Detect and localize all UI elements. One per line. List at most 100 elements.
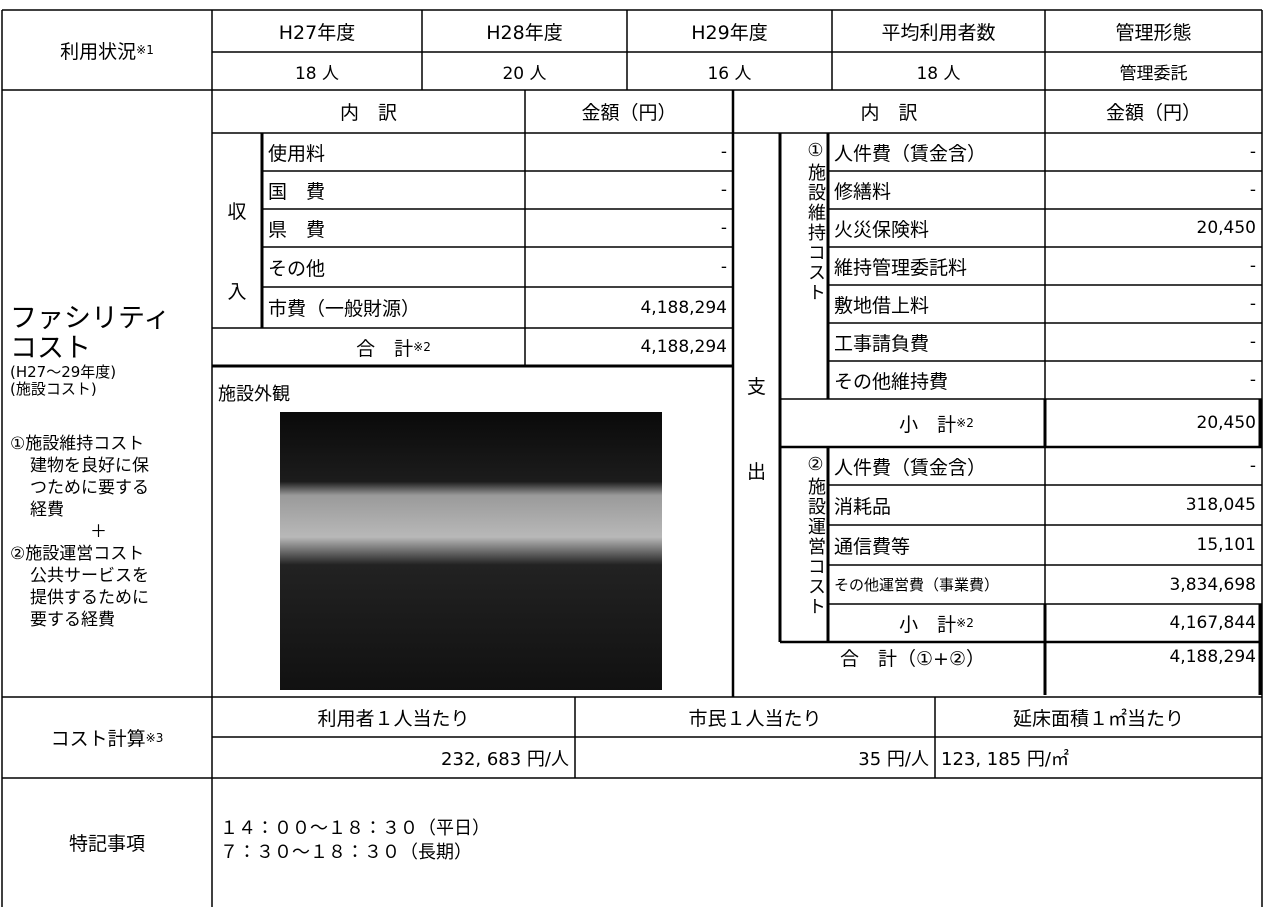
text: ①施設維持コスト: [10, 433, 145, 454]
text: 金額（円）: [1105, 102, 1201, 124]
text: -: [1249, 332, 1256, 352]
text: 小 計: [899, 413, 957, 436]
text: 内 訳: [339, 102, 397, 124]
text: その他維持費: [834, 370, 949, 393]
item: 通信費等: [828, 525, 1045, 565]
group-label: 入: [212, 270, 262, 310]
text: 18 人: [294, 63, 340, 84]
column-header: 市民１人当たり: [575, 697, 935, 737]
column-header: 管理形態: [1045, 10, 1262, 52]
amount: -: [1045, 247, 1262, 285]
column-header: 金額（円）: [1045, 90, 1262, 133]
text: 消耗品: [834, 495, 892, 518]
item: 敷地借上料: [828, 285, 1045, 323]
column-header: 金額（円）: [525, 90, 733, 133]
text: 工事請負費: [834, 332, 930, 355]
text: 内 訳: [860, 102, 918, 124]
note-mark: ※1: [136, 43, 154, 57]
subtotal-label: 小 計 ※2: [828, 604, 1045, 642]
text: 国 費: [268, 180, 326, 203]
usage-value: 18 人: [212, 52, 422, 90]
text: H27年度: [278, 21, 356, 44]
group-label: ②施設運営コスト: [780, 450, 828, 642]
text: 使用料: [268, 142, 326, 165]
text: 入: [227, 280, 247, 303]
text: つために要する: [30, 477, 149, 498]
row-label: 利用状況 ※1: [2, 10, 212, 90]
note-mark: ※2: [956, 416, 974, 430]
text: その他運営費（事業費）: [834, 576, 1000, 594]
item: その他維持費: [828, 361, 1045, 399]
total-amount: 4,188,294: [1045, 642, 1262, 672]
text: -: [1249, 256, 1256, 276]
item: 火災保険料: [828, 209, 1045, 247]
text: 通信費等: [834, 535, 911, 558]
text: 232, 683 円/人: [441, 748, 569, 770]
text: 20,450: [1196, 218, 1256, 238]
amount: -: [1045, 171, 1262, 209]
group-label: 支: [733, 365, 780, 405]
text: (H27～29年度): [10, 363, 117, 381]
item: 県 費: [262, 209, 525, 247]
text: 市費（一般財源）: [268, 298, 421, 320]
text: H29年度: [691, 21, 768, 44]
text: 市民１人当たり: [688, 707, 822, 730]
text: H28年度: [486, 21, 563, 44]
amount: -: [1045, 361, 1262, 399]
amount: -: [525, 209, 733, 247]
text: -: [1249, 456, 1256, 476]
cost-value: 123, 185 円/㎡: [935, 737, 1262, 778]
amount: 318,045: [1045, 485, 1262, 525]
text: 18 人: [916, 63, 961, 84]
usage-value: 管理委託: [1045, 52, 1262, 90]
text: ファシリティ: [10, 302, 171, 334]
item: 使用料: [262, 133, 525, 171]
group-label: ①施設維持コスト: [780, 136, 828, 399]
note-mark: ※2: [413, 340, 431, 354]
subtotal-label: 小 計 ※2: [828, 399, 1045, 447]
column-header: 利用者１人当たり: [212, 697, 575, 737]
text: 合 計（①+②）: [840, 647, 985, 670]
amount: 20,450: [1045, 209, 1262, 247]
note-line: １４：００～１８：３０（平日）: [214, 815, 1000, 839]
column-header: 延床面積１㎡当たり: [935, 697, 1262, 737]
text: ＋: [90, 521, 107, 542]
column-header: H27年度: [212, 10, 422, 52]
text: 利用者１人当たり: [317, 707, 470, 730]
item: 工事請負費: [828, 323, 1045, 361]
item: その他: [262, 247, 525, 287]
cost-value: 232, 683 円/人: [212, 737, 575, 778]
text: 3,834,698: [1169, 574, 1256, 595]
text: 火災保険料: [834, 218, 930, 241]
explanation-line: 要する経費: [24, 606, 212, 630]
note-line: ７：３０～１８：３０（長期）: [214, 839, 1000, 863]
item: 人件費（賃金含）: [828, 133, 1045, 171]
group-label: 収: [212, 190, 262, 230]
group-label: 出: [733, 450, 780, 490]
text: 施設外観: [218, 383, 290, 405]
total-label: 合 計 ※2: [262, 328, 525, 366]
amount: -: [1045, 133, 1262, 171]
explanation-line: 提供するために: [24, 584, 212, 608]
text: 15,101: [1196, 535, 1256, 555]
amount: 15,101: [1045, 525, 1262, 565]
text: 人件費（賃金含）: [834, 142, 987, 165]
explanation-line: 経費: [24, 496, 212, 520]
text: 修繕料: [834, 180, 892, 203]
section-title: コスト: [4, 330, 212, 364]
amount: -: [1045, 285, 1262, 323]
text: 4,188,294: [1169, 647, 1256, 667]
cost-value: 35 円/人: [575, 737, 935, 778]
amount: 3,834,698: [1045, 565, 1262, 604]
explanation-line: ①施設維持コスト: [4, 430, 212, 454]
text: 4,167,844: [1169, 613, 1256, 633]
text: ①施設維持コスト: [805, 140, 826, 303]
amount: 4,188,294: [525, 287, 733, 328]
note-mark: ※3: [145, 730, 164, 745]
text: ②施設運営コスト: [10, 543, 145, 564]
usage-value: 20 人: [422, 52, 627, 90]
text: 建物を良好に保: [30, 455, 149, 476]
text: 延床面積１㎡当たり: [1012, 707, 1184, 730]
usage-value: 16 人: [627, 52, 832, 90]
text: 318,045: [1185, 495, 1256, 515]
